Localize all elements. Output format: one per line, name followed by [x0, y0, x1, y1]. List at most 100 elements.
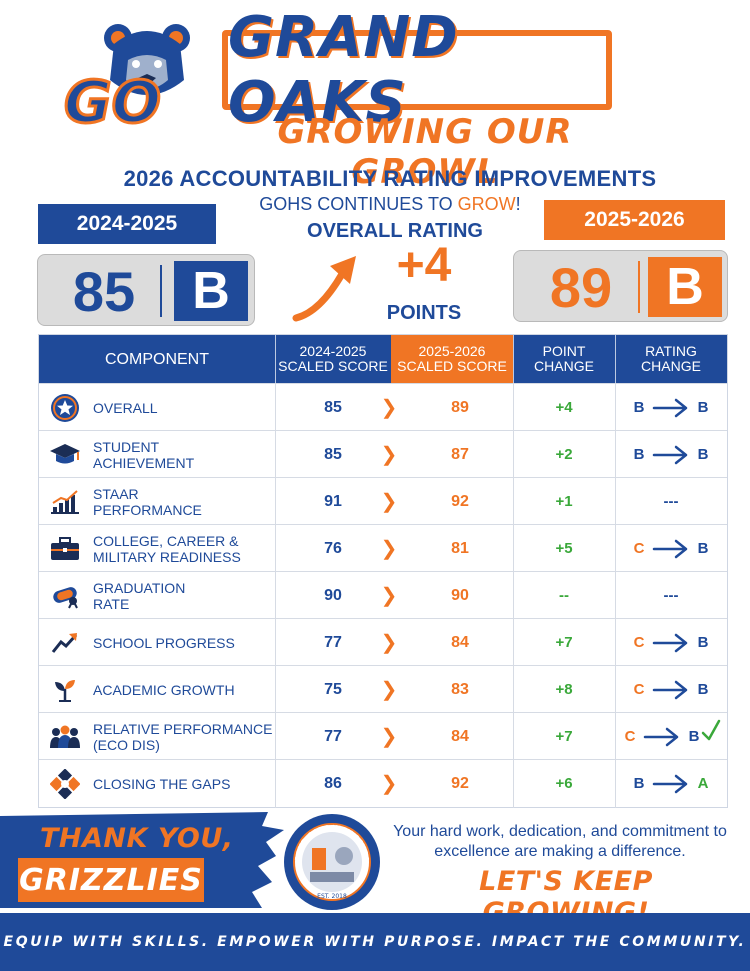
chevron-right-icon: ❯: [380, 726, 398, 748]
rating-from: C: [624, 728, 636, 745]
curr-scaled-score: 92: [451, 774, 469, 792]
curr-scaled-score: 92: [451, 492, 469, 510]
point-change: +1: [555, 493, 573, 510]
table-header: COMPONENT 2024-2025 SCALED SCORE 2025-202…: [39, 335, 727, 383]
point-change: +2: [555, 446, 573, 463]
point-change: --: [559, 587, 569, 604]
current-score-box: 89 B: [513, 250, 728, 322]
rating-to: A: [697, 775, 709, 792]
curr-scaled-score: 84: [451, 633, 469, 651]
prev-scaled-score: 76: [324, 539, 342, 557]
component-label: STUDENT ACHIEVEMENT: [93, 438, 195, 471]
rating-to: B: [697, 681, 709, 698]
svg-text:GO: GO: [64, 68, 161, 136]
point-change: +7: [555, 634, 573, 651]
point-gain-unit: POINTS: [386, 302, 462, 324]
header-curr-score: 2025-2026 SCALED SCORE: [391, 335, 513, 383]
score-divider: [160, 265, 162, 317]
sprout-icon: [47, 666, 83, 713]
point-gain: +4: [396, 239, 452, 292]
chevron-right-icon: ❯: [380, 585, 398, 607]
previous-score-box: 85 B: [37, 254, 255, 326]
curr-scaled-score: 84: [451, 727, 469, 745]
prev-scaled-score: 77: [324, 633, 342, 651]
rating-from: C: [633, 540, 645, 557]
chevron-right-icon: ❯: [380, 632, 398, 654]
rating-to: B: [697, 540, 709, 557]
header-prev-score: 2024-2025 SCALED SCORE: [278, 343, 388, 374]
component-label: SCHOOL PROGRESS: [93, 634, 235, 651]
svg-text:EST. 2018: EST. 2018: [317, 893, 347, 900]
prev-scaled-score: 86: [324, 774, 342, 792]
chevron-right-icon: ❯: [380, 397, 398, 419]
table-row: GRADUATION RATE 90 ❯ 90 -- ---: [39, 571, 727, 618]
score-divider: [638, 261, 640, 313]
trend-up-icon: [47, 619, 83, 666]
no-rating-change: ---: [663, 493, 679, 510]
growth-arrow-icon: [292, 256, 356, 322]
page-heading: 2026 ACCOUNTABILITY RATING IMPROVEMENTS: [123, 166, 657, 191]
chevron-right-icon: ❯: [380, 773, 398, 795]
point-change: +6: [555, 775, 573, 792]
arrow-right-icon: [652, 774, 688, 793]
previous-score: 85: [72, 259, 136, 323]
header-point-change: POINT CHANGE: [534, 343, 594, 374]
arrow-right-icon: [652, 633, 688, 652]
chevron-right-icon: ❯: [380, 444, 398, 466]
arrow-right-icon: [652, 445, 688, 464]
slogan: GROWING OUR GROWL: [277, 112, 573, 192]
grizzly-logo: GO: [63, 24, 190, 138]
current-score: 89: [549, 255, 613, 319]
prev-scaled-score: 85: [324, 445, 342, 463]
rating-from: B: [633, 775, 645, 792]
school-name: GRAND OAKS: [222, 5, 612, 135]
curr-scaled-score: 81: [451, 539, 469, 557]
component-label: ACADEMIC GROWTH: [93, 681, 235, 698]
prev-scaled-score: 77: [324, 727, 342, 745]
tagline-highlight: GROW: [457, 194, 516, 214]
prev-scaled-score: 91: [324, 492, 342, 510]
motto-bar: EQUIP WITH SKILLS. EMPOWER WITH PURPOSE.…: [0, 913, 750, 971]
table-row: RELATIVE PERFORMANCE (ECO DIS) 77 ❯ 84 +7 C B: [39, 712, 727, 759]
curr-scaled-score: 89: [451, 398, 469, 416]
thank-you-text: THANK YOU,: [40, 823, 234, 854]
rating-to: B: [697, 446, 709, 463]
overall-rating-label: OVERALL RATING: [307, 220, 483, 242]
chevron-right-icon: ❯: [380, 491, 398, 513]
previous-year-tag: 2024-2025: [38, 204, 216, 244]
rating-to: B: [697, 634, 709, 651]
rating-from: C: [633, 681, 645, 698]
table-row: STAAR PERFORMANCE 91 ❯ 92 +1 ---: [39, 477, 727, 524]
point-change: +4: [555, 399, 573, 416]
rating-change: ---: [615, 572, 727, 619]
component-label: RELATIVE PERFORMANCE (ECO DIS): [93, 720, 273, 753]
current-grade: B: [648, 257, 722, 317]
curr-scaled-score: 87: [451, 445, 469, 463]
appreciation-message: Your hard work, dedication, and commitme…: [393, 823, 727, 860]
bar-chart-icon: [47, 478, 83, 525]
title-banner: GRAND OAKS: [222, 5, 612, 135]
rating-from: B: [633, 446, 645, 463]
checkmark-icon: [701, 719, 721, 740]
rating-change: ---: [615, 478, 727, 525]
component-label: COLLEGE, CAREER & MILITARY READINESS: [93, 532, 241, 565]
rating-from: C: [633, 634, 645, 651]
point-change: +8: [555, 681, 573, 698]
header-rating-change: RATING CHANGE: [641, 343, 701, 374]
arrow-right-icon: [652, 398, 688, 417]
prev-scaled-score: 85: [324, 398, 342, 416]
rating-to: B: [697, 399, 709, 416]
chevron-right-icon: ❯: [380, 538, 398, 560]
puzzle-circle-icon: [47, 760, 83, 807]
rating-to: B: [688, 728, 700, 745]
motto-text: EQUIP WITH SKILLS. EMPOWER WITH PURPOSE.…: [3, 934, 747, 950]
point-change: +7: [555, 728, 573, 745]
tagline-prefix: GOHS CONTINUES TO: [259, 194, 458, 214]
grizzlies-text: GRIZZLIES: [18, 858, 204, 902]
tagline-suffix: !: [515, 194, 521, 214]
